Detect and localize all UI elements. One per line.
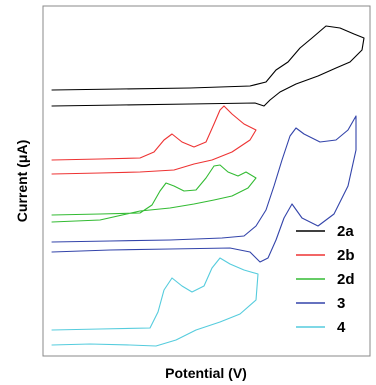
x-axis-label: Potential (V) [165, 365, 247, 381]
plot-frame [42, 5, 371, 357]
series-4-trace [51, 257, 259, 347]
series-2b-trace [51, 105, 257, 175]
legend-label-2d: 2d [337, 271, 355, 288]
legend: 2a 2b 2d 3 4 [296, 223, 355, 336]
traces [51, 25, 365, 347]
series-2d-trace [51, 164, 257, 223]
legend-label-4: 4 [337, 319, 346, 336]
legend-label-3: 3 [337, 295, 345, 312]
legend-label-2b: 2b [337, 247, 355, 264]
legend-label-2a: 2a [337, 223, 354, 240]
series-3-trace [51, 115, 357, 263]
y-axis-label: Current (μA) [14, 140, 30, 222]
series-2a-trace [51, 25, 365, 107]
